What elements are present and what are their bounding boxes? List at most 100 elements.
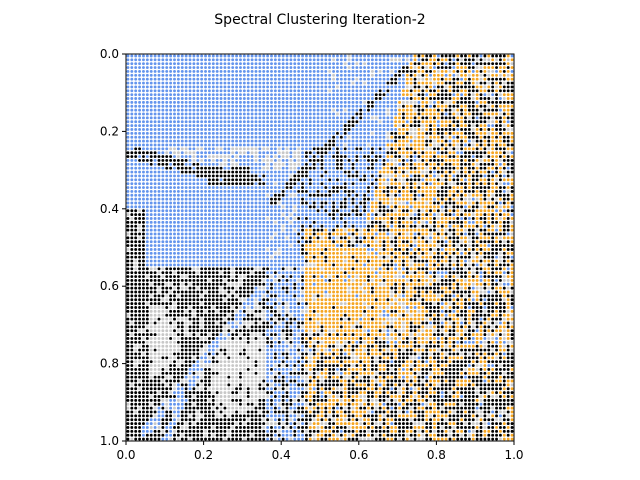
scatter-point xyxy=(297,85,301,89)
scatter-point xyxy=(351,158,355,162)
scatter-point xyxy=(297,244,301,248)
scatter-point xyxy=(235,116,239,120)
scatter-point xyxy=(227,232,231,236)
scatter-point xyxy=(475,182,479,186)
scatter-point xyxy=(487,93,491,97)
scatter-point xyxy=(173,135,176,139)
scatter-point xyxy=(495,197,498,201)
scatter-point xyxy=(487,174,491,178)
scatter-point xyxy=(448,197,452,201)
scatter-point xyxy=(433,217,436,220)
scatter-point xyxy=(215,236,219,240)
scatter-point xyxy=(207,93,211,97)
scatter-point xyxy=(145,205,149,209)
scatter-point xyxy=(433,93,436,97)
scatter-point xyxy=(336,193,339,197)
scatter-point xyxy=(483,89,487,93)
scatter-point xyxy=(382,213,386,217)
scatter-point xyxy=(312,73,316,77)
scatter-point xyxy=(440,232,444,236)
scatter-point xyxy=(506,220,510,224)
scatter-point xyxy=(138,217,142,220)
scatter-point xyxy=(479,147,483,151)
scatter-point xyxy=(231,104,235,108)
scatter-point xyxy=(359,224,363,228)
scatter-point xyxy=(471,217,475,220)
scatter-point xyxy=(460,236,464,240)
scatter-point xyxy=(235,73,239,77)
scatter-point xyxy=(440,209,444,213)
scatter-point xyxy=(401,244,405,248)
scatter-point xyxy=(153,54,157,58)
scatter-point xyxy=(184,205,188,209)
scatter-point xyxy=(491,213,495,217)
scatter-point xyxy=(227,97,231,100)
scatter-point xyxy=(464,217,467,220)
scatter-point xyxy=(433,205,436,209)
scatter-point xyxy=(495,217,498,220)
scatter-point xyxy=(258,244,262,248)
scatter-point xyxy=(351,201,355,205)
scatter-point xyxy=(211,66,215,70)
scatter-point xyxy=(440,189,444,193)
scatter-point xyxy=(254,209,258,213)
scatter-point xyxy=(444,66,448,70)
scatter-point xyxy=(258,170,262,174)
scatter-point xyxy=(196,69,200,73)
scatter-point xyxy=(398,170,401,174)
scatter-point xyxy=(246,147,250,151)
scatter-point xyxy=(456,135,460,139)
scatter-point xyxy=(235,124,239,128)
scatter-point xyxy=(308,244,312,248)
scatter-point xyxy=(495,97,498,100)
scatter-point xyxy=(464,166,467,170)
scatter-point xyxy=(250,155,254,159)
scatter-point xyxy=(452,100,456,104)
scatter-point xyxy=(130,186,134,189)
scatter-point xyxy=(138,224,142,228)
scatter-point xyxy=(281,220,285,224)
scatter-point xyxy=(363,73,367,77)
scatter-point xyxy=(227,81,231,85)
scatter-point xyxy=(254,244,258,248)
scatter-point xyxy=(250,178,254,182)
scatter-point xyxy=(149,232,153,236)
scatter-point xyxy=(130,120,134,124)
scatter-point xyxy=(324,128,328,131)
scatter-point xyxy=(467,135,471,139)
scatter-point xyxy=(433,100,436,104)
scatter-point xyxy=(200,209,204,213)
scatter-point xyxy=(452,128,456,131)
scatter-point xyxy=(165,69,169,73)
scatter-point xyxy=(510,193,514,197)
scatter-point xyxy=(510,135,514,139)
scatter-point xyxy=(207,85,211,89)
scatter-point xyxy=(394,186,398,189)
scatter-point xyxy=(425,112,429,116)
scatter-point xyxy=(491,197,495,201)
scatter-point xyxy=(235,209,239,213)
scatter-point xyxy=(281,182,285,186)
scatter-point xyxy=(479,178,483,182)
scatter-point xyxy=(405,143,409,147)
scatter-point xyxy=(316,135,320,139)
scatter-point xyxy=(328,197,332,201)
scatter-point xyxy=(506,240,510,244)
scatter-point xyxy=(316,73,320,77)
scatter-point xyxy=(343,178,347,182)
scatter-point xyxy=(506,58,510,62)
scatter-point xyxy=(475,77,479,81)
scatter-point xyxy=(425,66,429,70)
scatter-point xyxy=(277,66,281,70)
scatter-point xyxy=(157,178,161,182)
scatter-point xyxy=(405,85,409,89)
scatter-point xyxy=(502,155,506,159)
scatter-point xyxy=(491,224,495,228)
scatter-point xyxy=(456,108,460,112)
scatter-point xyxy=(207,120,211,124)
scatter-point xyxy=(223,186,227,189)
scatter-point xyxy=(390,85,394,89)
scatter-point xyxy=(475,108,479,112)
scatter-point xyxy=(363,186,367,189)
scatter-point xyxy=(149,135,153,139)
